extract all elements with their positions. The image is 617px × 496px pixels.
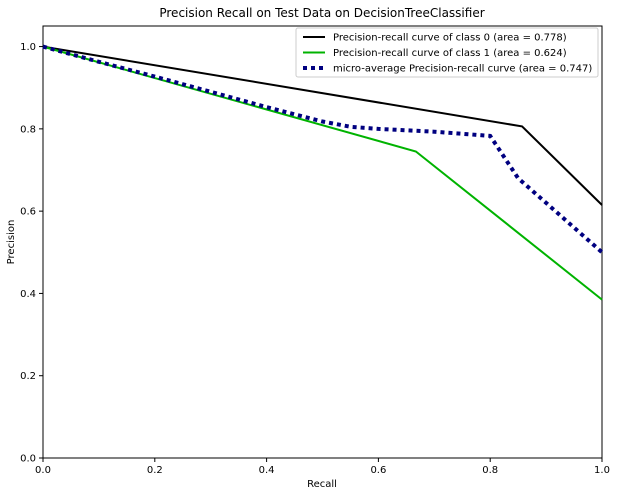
- legend-label-2: micro-average Precision-recall curve (ar…: [333, 64, 592, 75]
- y-tick-label: 0.8: [20, 124, 36, 135]
- y-tick-label: 0.2: [20, 371, 36, 382]
- x-tick-label: 0.0: [35, 465, 51, 476]
- y-tick-label: 0.6: [20, 207, 36, 218]
- x-axis-label: Recall: [307, 479, 337, 490]
- legend-label-0: Precision-recall curve of class 0 (area …: [333, 33, 567, 44]
- y-tick-label: 0.4: [20, 289, 36, 300]
- legend-box: [295, 27, 599, 78]
- legend: Precision-recall curve of class 0 (area …: [295, 27, 599, 78]
- y-tick-label: 0.0: [20, 454, 36, 465]
- chart-title: Precision Recall on Test Data on Decisio…: [159, 6, 484, 20]
- y-axis-label: Precision: [6, 220, 17, 265]
- x-tick-label: 0.4: [259, 465, 275, 476]
- series-lines: [42, 44, 604, 301]
- series-line-2: [42, 44, 604, 254]
- legend-label-1: Precision-recall curve of class 1 (area …: [333, 48, 567, 59]
- x-tick-label: 0.8: [482, 465, 498, 476]
- series-line-0: [42, 45, 603, 206]
- y-tick-label: 1.0: [20, 42, 36, 53]
- x-tick-label: 0.6: [370, 465, 386, 476]
- axis-ticks: 0.0 0.2 0.4 0.6 0.8 1.0 0.0 0.2 0.4 0.6 0.8 1.0: [20, 42, 610, 476]
- plot-area: [42, 25, 603, 459]
- x-tick-label: 0.2: [147, 465, 163, 476]
- x-tick-label: 1.0: [594, 465, 610, 476]
- legend-items: Precision-recall curve of class 0 (area …: [303, 33, 592, 75]
